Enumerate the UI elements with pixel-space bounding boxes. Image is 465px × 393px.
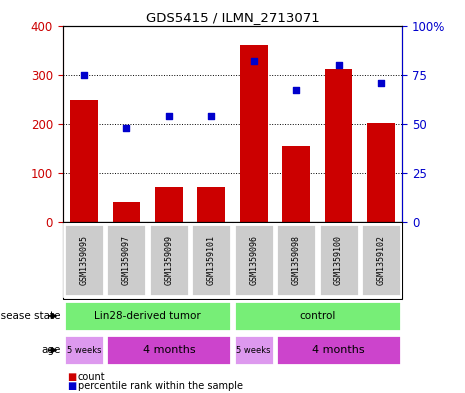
Text: 5 weeks: 5 weeks [67, 346, 101, 354]
Text: GSM1359097: GSM1359097 [122, 235, 131, 285]
Text: ■: ■ [67, 372, 77, 382]
Bar [113, 202, 140, 222]
Point [292, 87, 300, 94]
Text: percentile rank within the sample: percentile rank within the sample [78, 381, 243, 391]
FancyBboxPatch shape [106, 335, 231, 365]
FancyBboxPatch shape [361, 224, 401, 296]
Text: GSM1359098: GSM1359098 [292, 235, 301, 285]
Point [335, 62, 342, 68]
FancyBboxPatch shape [191, 224, 231, 296]
Text: Lin28-derived tumor: Lin28-derived tumor [94, 311, 201, 321]
Point [377, 79, 385, 86]
FancyBboxPatch shape [64, 301, 231, 331]
Text: 4 months: 4 months [143, 345, 195, 355]
FancyBboxPatch shape [149, 224, 189, 296]
Bar [325, 69, 352, 222]
Bar [367, 123, 395, 222]
FancyBboxPatch shape [64, 224, 104, 296]
Text: GSM1359099: GSM1359099 [164, 235, 173, 285]
Title: GDS5415 / ILMN_2713071: GDS5415 / ILMN_2713071 [146, 11, 319, 24]
Text: 4 months: 4 months [312, 345, 365, 355]
Point [207, 113, 215, 119]
Text: age: age [41, 345, 60, 355]
FancyBboxPatch shape [276, 335, 401, 365]
FancyBboxPatch shape [276, 224, 316, 296]
Bar [282, 146, 310, 222]
Bar [240, 45, 267, 222]
Point [123, 125, 130, 131]
Bar [70, 100, 98, 222]
Point [80, 72, 88, 78]
Bar [198, 187, 225, 222]
Text: ■: ■ [67, 381, 77, 391]
FancyBboxPatch shape [234, 335, 274, 365]
Text: 5 weeks: 5 weeks [237, 346, 271, 354]
FancyBboxPatch shape [234, 224, 274, 296]
Bar [155, 187, 183, 222]
Point [250, 58, 258, 64]
Text: disease state: disease state [0, 311, 60, 321]
Text: GSM1359100: GSM1359100 [334, 235, 343, 285]
FancyBboxPatch shape [106, 224, 146, 296]
Text: GSM1359096: GSM1359096 [249, 235, 258, 285]
FancyBboxPatch shape [64, 335, 104, 365]
FancyBboxPatch shape [319, 224, 359, 296]
Text: GSM1359101: GSM1359101 [207, 235, 216, 285]
Text: control: control [299, 311, 336, 321]
Text: GSM1359102: GSM1359102 [377, 235, 385, 285]
Text: count: count [78, 372, 105, 382]
Point [165, 113, 173, 119]
Text: GSM1359095: GSM1359095 [80, 235, 88, 285]
FancyBboxPatch shape [234, 301, 401, 331]
